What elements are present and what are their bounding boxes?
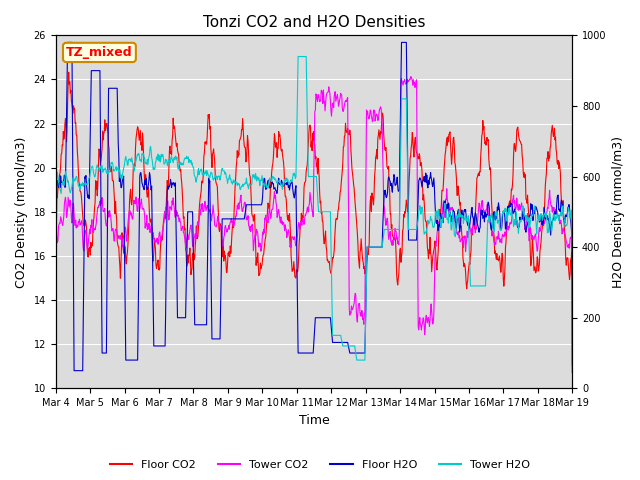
Text: TZ_mixed: TZ_mixed (66, 46, 132, 59)
Tower CO2 (266, 210, 274, 216)
Floor CO2 (267, 178, 275, 183)
Tower CO2 (551, 209, 559, 215)
Tower CO2 (543, 209, 551, 215)
Tower CO2 (52, 353, 60, 359)
Tower CO2 (77, 221, 84, 227)
Line: Tower H2O: Tower H2O (56, 57, 572, 360)
Floor CO2 (551, 137, 559, 143)
Floor CO2 (356, 247, 364, 253)
Tower CO2 (568, 362, 576, 368)
Floor CO2 (543, 156, 551, 161)
Floor H2O (149, 262, 157, 268)
Title: Tonzi CO2 and H2O Densities: Tonzi CO2 and H2O Densities (203, 15, 425, 30)
Tower H2O (552, 214, 559, 220)
Line: Floor H2O: Floor H2O (56, 42, 572, 371)
Tower H2O (568, 248, 576, 254)
Tower CO2 (407, 74, 415, 80)
Tower CO2 (148, 224, 156, 229)
Floor H2O (357, 350, 365, 356)
Floor H2O (552, 210, 559, 216)
Tower H2O (77, 183, 84, 189)
Floor H2O (64, 39, 72, 45)
Floor CO2 (52, 319, 60, 324)
Tower H2O (357, 357, 365, 363)
Tower H2O (148, 155, 156, 160)
Tower CO2 (356, 311, 364, 316)
X-axis label: Time: Time (299, 414, 330, 427)
Floor CO2 (77, 191, 85, 197)
Floor H2O (78, 368, 86, 373)
Floor CO2 (148, 244, 156, 250)
Floor H2O (52, 282, 60, 288)
Tower H2O (52, 279, 60, 285)
Tower H2O (543, 230, 551, 236)
Tower H2O (266, 177, 274, 182)
Floor H2O (568, 272, 576, 278)
Tower H2O (294, 54, 302, 60)
Floor CO2 (65, 69, 72, 75)
Line: Floor CO2: Floor CO2 (56, 72, 572, 372)
Line: Tower CO2: Tower CO2 (56, 77, 572, 365)
Floor H2O (70, 368, 78, 373)
Y-axis label: H2O Density (mmol/m3): H2O Density (mmol/m3) (612, 136, 625, 288)
Floor CO2 (568, 370, 576, 375)
Floor H2O (543, 213, 551, 218)
Floor H2O (268, 184, 275, 190)
Tower H2O (353, 357, 361, 363)
Legend: Floor CO2, Tower CO2, Floor H2O, Tower H2O: Floor CO2, Tower CO2, Floor H2O, Tower H… (105, 456, 535, 474)
Y-axis label: CO2 Density (mmol/m3): CO2 Density (mmol/m3) (15, 136, 28, 288)
